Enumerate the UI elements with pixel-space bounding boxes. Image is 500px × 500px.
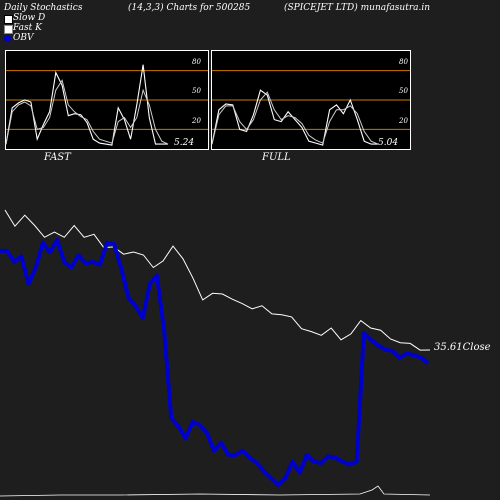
full-panel-label: FULL — [262, 152, 291, 163]
legend-swatch-obv — [4, 35, 11, 42]
fast-level-50: 50 — [192, 87, 201, 95]
close-value-label: 35.61Close — [434, 342, 491, 353]
legend-label-obv: OBV — [13, 33, 34, 43]
fast-value-label: 5.24 — [174, 138, 195, 148]
legend-swatch-fast-k — [4, 25, 13, 34]
full-level-50: 50 — [399, 87, 408, 95]
chart-title-left: Daily Stochastics — [4, 3, 83, 13]
fast-level-80: 80 — [192, 58, 201, 66]
legend-label-fast-k: Fast K — [13, 23, 42, 33]
legend-swatch-slow-d — [4, 15, 13, 24]
full-series-slow-d — [211, 91, 379, 145]
close-price-line — [4, 209, 431, 351]
fast-level-20: 20 — [192, 117, 201, 125]
volume-baseline — [0, 485, 431, 497]
legend-label-slow-d: Slow D — [13, 13, 46, 23]
obv-line — [0, 238, 430, 487]
chart-title-params: (14,3,3) Charts for 500285 — [128, 3, 251, 13]
fast-series-fast-k — [5, 64, 168, 146]
full-series-fast-k — [211, 89, 378, 146]
chart-title-right: (SPICEJET LTD) munafasutra.in — [284, 3, 431, 13]
full-level-80: 80 — [399, 58, 408, 66]
full-level-20: 20 — [399, 117, 408, 125]
fast-panel-label: FAST — [44, 152, 71, 163]
full-value-label: 5.04 — [378, 138, 399, 148]
fast-series-slow-d — [5, 79, 169, 145]
